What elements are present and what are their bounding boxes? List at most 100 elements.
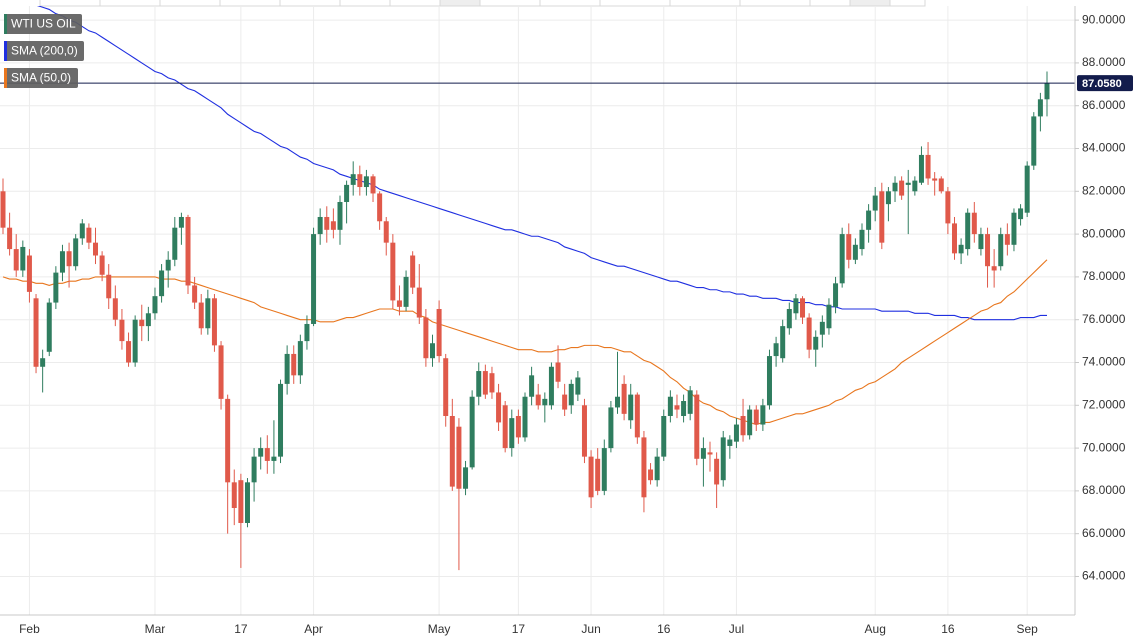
candle-body bbox=[284, 353, 290, 384]
candle-body bbox=[258, 448, 264, 457]
candle-body bbox=[165, 259, 171, 271]
candle-body bbox=[20, 246, 26, 271]
candle-body bbox=[667, 396, 673, 416]
candle-body bbox=[958, 244, 964, 254]
legend-swatch bbox=[4, 14, 7, 34]
sma-line bbox=[2, 259, 1048, 426]
candle-body bbox=[747, 409, 753, 436]
candle-body bbox=[330, 221, 336, 230]
candle-body bbox=[159, 270, 165, 297]
candle-body bbox=[1011, 212, 1017, 245]
candle-body bbox=[535, 394, 541, 406]
candle-body bbox=[800, 298, 806, 318]
candle-body bbox=[390, 242, 396, 301]
candle-body bbox=[93, 242, 99, 256]
candle-body bbox=[271, 456, 277, 461]
candle-body bbox=[317, 216, 323, 235]
price-tag-label: 87.0580 bbox=[1082, 78, 1122, 90]
candle-body bbox=[198, 302, 204, 329]
candle-body bbox=[126, 341, 132, 363]
candle-body bbox=[760, 405, 766, 425]
y-tick-label: 66.0000 bbox=[1082, 526, 1126, 540]
candle-body bbox=[885, 191, 891, 205]
candle-body bbox=[628, 394, 634, 421]
candle-body bbox=[476, 371, 482, 397]
candle-body bbox=[912, 180, 918, 192]
plot bbox=[0, 6, 1075, 571]
legend: WTI US OIL SMA (200,0) SMA (50,0) bbox=[4, 14, 84, 88]
candle-body bbox=[370, 176, 376, 194]
candle-body bbox=[621, 383, 627, 414]
y-tick-label: 88.0000 bbox=[1082, 55, 1126, 69]
x-tick-label: Jul bbox=[729, 622, 744, 636]
axis-labels: 64.0000 66.0000 68.0000 70.0000 72.0000 74.00… bbox=[19, 12, 1133, 636]
x-tick-label: 16 bbox=[941, 622, 955, 636]
candle-body bbox=[264, 448, 270, 461]
y-tick-label: 74.0000 bbox=[1082, 355, 1126, 369]
candle-body bbox=[205, 298, 211, 329]
candle-body bbox=[548, 366, 554, 406]
candle-body bbox=[66, 251, 72, 267]
candle-body bbox=[436, 308, 442, 357]
candle-body bbox=[641, 437, 647, 498]
candle-body bbox=[925, 154, 931, 179]
candle-body bbox=[344, 184, 350, 203]
candle-body bbox=[363, 176, 369, 188]
candle-body bbox=[859, 229, 865, 250]
candle-body bbox=[866, 210, 872, 230]
legend-swatch bbox=[4, 41, 7, 61]
candle-body bbox=[918, 154, 924, 183]
candle-body bbox=[482, 371, 488, 395]
candle-body bbox=[469, 396, 475, 468]
candle-body bbox=[152, 296, 158, 314]
candle-body bbox=[304, 323, 310, 342]
candle-body bbox=[502, 405, 508, 449]
candle-body bbox=[145, 313, 151, 327]
candle-body bbox=[965, 212, 971, 250]
candle-body bbox=[654, 456, 660, 481]
grid bbox=[0, 6, 1075, 615]
candle-body bbox=[727, 439, 733, 446]
candle-body bbox=[79, 223, 85, 239]
y-tick-label: 76.0000 bbox=[1082, 312, 1126, 326]
candle-body bbox=[733, 424, 739, 442]
candle-body bbox=[542, 398, 548, 406]
legend-label: SMA (200,0) bbox=[11, 44, 78, 58]
sma-line bbox=[36, 6, 1047, 321]
candle-body bbox=[846, 234, 852, 260]
candle-body bbox=[211, 298, 217, 346]
x-tick-label: Aug bbox=[865, 622, 886, 636]
candle-body bbox=[225, 398, 231, 483]
candle-body bbox=[509, 418, 515, 449]
candle-body bbox=[1004, 234, 1010, 245]
x-tick-label: Jun bbox=[581, 622, 600, 636]
candle-body bbox=[489, 373, 495, 393]
candle-body bbox=[99, 255, 105, 275]
y-tick-label: 86.0000 bbox=[1082, 98, 1126, 112]
candle-body bbox=[231, 482, 237, 509]
candle-body bbox=[244, 482, 250, 523]
candle-body bbox=[377, 193, 383, 222]
candle-body bbox=[13, 249, 19, 271]
candle-body bbox=[311, 234, 317, 324]
candle-body bbox=[793, 298, 799, 314]
candle-body bbox=[892, 182, 898, 192]
candle-body bbox=[932, 178, 938, 181]
candle-body bbox=[119, 319, 125, 342]
candle-body bbox=[396, 300, 402, 307]
candle-body bbox=[661, 415, 667, 457]
candle-body bbox=[905, 182, 911, 185]
candle-body bbox=[324, 216, 330, 230]
candle-body bbox=[813, 336, 819, 350]
candle-body bbox=[416, 287, 422, 318]
candle-body bbox=[383, 221, 389, 243]
candle-body bbox=[766, 356, 772, 406]
candle-body bbox=[192, 285, 198, 303]
legend-box bbox=[4, 41, 84, 61]
candle-body bbox=[26, 255, 32, 292]
candle-body bbox=[40, 358, 46, 367]
candle-body bbox=[562, 394, 568, 410]
candle-body bbox=[1024, 165, 1030, 213]
candle-body bbox=[178, 216, 184, 228]
